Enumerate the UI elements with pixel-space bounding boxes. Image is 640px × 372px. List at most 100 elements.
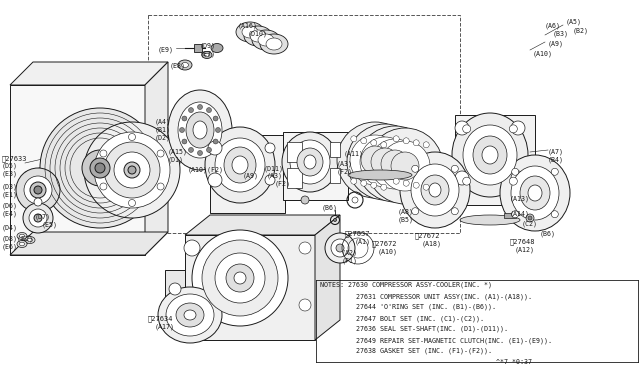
Circle shape [451,208,458,215]
Circle shape [463,177,470,185]
Ellipse shape [452,113,528,197]
Text: (A9): (A9) [243,172,259,179]
Ellipse shape [128,166,136,174]
Ellipse shape [380,141,430,191]
Text: (D3): (D3) [2,183,18,189]
Bar [287,168,302,188]
Ellipse shape [184,310,196,320]
Ellipse shape [411,164,459,216]
Circle shape [129,199,136,206]
Ellipse shape [304,155,316,169]
Ellipse shape [178,60,192,70]
Polygon shape [10,62,168,85]
Ellipse shape [337,122,413,198]
Circle shape [393,136,399,142]
Ellipse shape [250,30,266,42]
Text: (B2): (B2) [573,27,589,33]
Circle shape [333,218,337,221]
Ellipse shape [325,233,355,263]
Ellipse shape [236,22,264,42]
Text: (E3): (E3) [2,170,18,176]
Circle shape [207,108,211,113]
Circle shape [265,143,275,153]
Ellipse shape [29,209,47,227]
Text: (D8)(E2): (D8)(E2) [2,235,34,241]
Text: (A3): (A3) [337,160,353,167]
Ellipse shape [473,136,507,174]
Circle shape [361,138,367,144]
Ellipse shape [176,303,204,327]
Ellipse shape [381,150,409,178]
Ellipse shape [178,102,222,158]
Circle shape [208,173,222,187]
Ellipse shape [331,239,349,257]
Polygon shape [145,62,168,255]
Circle shape [455,121,469,135]
Ellipse shape [511,166,559,220]
Ellipse shape [90,158,110,178]
Ellipse shape [104,142,160,198]
Text: (A12): (A12) [515,246,535,253]
Ellipse shape [224,147,256,183]
Text: 27636 SEAL SET-SHAFT(INC. (D1)-(D11)).: 27636 SEAL SET-SHAFT(INC. (D1)-(D11)). [320,326,508,333]
Circle shape [551,168,558,175]
Circle shape [208,141,222,155]
Circle shape [509,125,517,133]
Text: 27647 BOLT SET (INC. (C1)-(C2)).: 27647 BOLT SET (INC. (C1)-(C2)). [320,315,484,321]
Circle shape [423,142,429,148]
Text: (B3): (B3) [553,30,569,36]
Text: (D1): (D1) [168,156,184,163]
Circle shape [351,178,356,184]
Ellipse shape [482,146,498,164]
Circle shape [412,165,419,172]
Text: (A8): (A8) [398,208,414,215]
Ellipse shape [16,168,60,212]
Ellipse shape [367,128,443,204]
Text: (A6): (A6) [545,22,561,29]
Ellipse shape [192,230,288,326]
Text: (A3): (A3) [267,172,283,179]
Text: (B6): (B6) [322,204,338,211]
Text: (D10): (D10) [248,30,268,36]
Ellipse shape [17,241,27,247]
Text: 27649 REPAIR SET-MAGNETIC CLUTCH(INC. (E1)-(E9)).: 27649 REPAIR SET-MAGNETIC CLUTCH(INC. (E… [320,337,552,343]
Text: (B6): (B6) [540,230,556,237]
Bar [283,132,348,200]
Ellipse shape [211,44,223,52]
Circle shape [476,151,484,159]
Circle shape [413,140,419,146]
Text: (A16): (A16) [238,22,258,29]
Text: (E1): (E1) [2,191,18,198]
Bar [210,135,285,213]
Text: (E6): (E6) [2,243,18,250]
Ellipse shape [361,146,389,174]
Circle shape [213,139,218,144]
Ellipse shape [84,122,180,218]
Ellipse shape [520,176,550,210]
Text: (A15): (A15) [168,148,188,154]
Ellipse shape [244,26,272,46]
Text: (A17): (A17) [155,323,175,330]
Ellipse shape [30,182,46,198]
Ellipse shape [297,148,323,176]
Text: (A14): (A14) [510,210,530,217]
Ellipse shape [370,139,420,189]
Circle shape [528,216,532,220]
Ellipse shape [258,34,274,46]
Bar [330,168,340,183]
Text: NOTES: 27630 COMPRESSOR ASSY-COOLER(INC. *): NOTES: 27630 COMPRESSOR ASSY-COOLER(INC.… [320,282,492,289]
Text: (D5): (D5) [2,162,18,169]
Text: (A18): (A18) [422,240,442,247]
Ellipse shape [400,152,470,228]
Circle shape [213,116,218,121]
Circle shape [157,183,164,190]
Circle shape [403,180,409,186]
Text: ※27634: ※27634 [148,315,173,322]
Circle shape [526,214,534,222]
Ellipse shape [260,34,288,54]
Bar [504,213,516,218]
Circle shape [182,139,187,144]
Ellipse shape [168,90,232,170]
Text: (A2): (A2) [342,250,358,257]
Circle shape [511,121,525,135]
